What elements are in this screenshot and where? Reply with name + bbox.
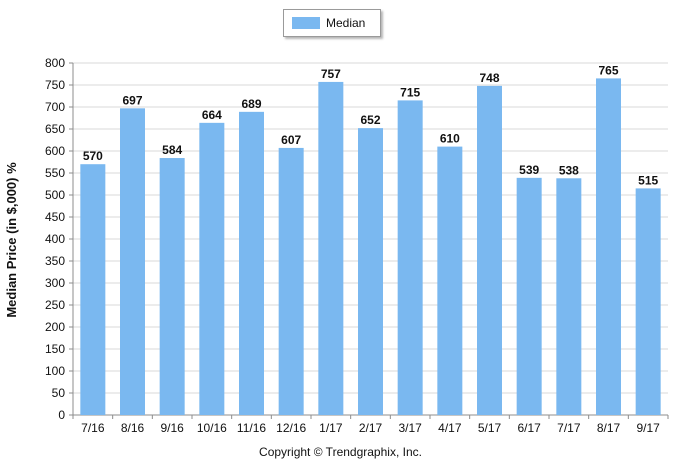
copyright-text: Copyright © Trendgraphix, Inc. xyxy=(259,445,422,459)
y-tick-label: 250 xyxy=(45,298,65,312)
y-tick-label: 350 xyxy=(45,254,65,268)
y-axis-label: Median Price (in $,000) % xyxy=(4,162,19,318)
bar xyxy=(358,128,383,415)
data-label: 689 xyxy=(241,97,261,111)
data-label: 748 xyxy=(479,71,499,85)
y-tick-label: 600 xyxy=(45,144,65,158)
bar xyxy=(516,177,542,415)
x-tick-label: 11/16 xyxy=(237,421,266,435)
y-tick-label: 550 xyxy=(45,166,65,180)
data-label: 515 xyxy=(638,173,658,187)
x-tick-label: 12/16 xyxy=(276,421,306,435)
legend-label: Median xyxy=(326,16,366,30)
x-tick-label: 10/16 xyxy=(197,421,227,435)
bar xyxy=(159,158,185,416)
bar xyxy=(80,164,106,415)
y-tick-label: 700 xyxy=(45,100,65,114)
data-label: 539 xyxy=(519,163,539,177)
bar xyxy=(239,111,264,415)
y-tick-label: 650 xyxy=(45,122,65,136)
data-label: 765 xyxy=(598,63,618,77)
x-tick-label: 4/17 xyxy=(438,421,462,435)
x-tick-label: 1/17 xyxy=(319,421,343,435)
bar xyxy=(397,100,423,416)
y-tick-label: 200 xyxy=(45,320,65,334)
data-label: 697 xyxy=(122,93,142,107)
bar xyxy=(556,178,582,415)
y-tick-label: 400 xyxy=(45,232,65,246)
y-tick-label: 150 xyxy=(45,342,65,356)
data-label: 538 xyxy=(559,163,579,177)
x-tick-label: 8/17 xyxy=(597,421,621,435)
data-label: 607 xyxy=(281,133,301,147)
legend: Median xyxy=(283,9,381,37)
legend-swatch xyxy=(292,17,320,29)
data-label: 664 xyxy=(202,108,222,122)
data-label: 757 xyxy=(321,67,341,81)
y-tick-label: 100 xyxy=(45,364,65,378)
bar xyxy=(120,108,145,415)
y-tick-label: 300 xyxy=(45,276,65,290)
bar xyxy=(437,146,463,415)
x-tick-label: 8/16 xyxy=(121,421,145,435)
bar xyxy=(635,188,661,415)
x-tick-label: 9/16 xyxy=(160,421,184,435)
x-tick-label: 5/17 xyxy=(478,421,502,435)
x-tick-label: 7/17 xyxy=(557,421,581,435)
x-tick-label: 7/16 xyxy=(81,421,105,435)
bar xyxy=(199,122,225,415)
x-tick-label: 3/17 xyxy=(398,421,422,435)
bar xyxy=(477,85,502,415)
x-tick-label: 6/17 xyxy=(517,421,541,435)
data-label: 584 xyxy=(162,143,182,157)
x-tick-label: 9/17 xyxy=(636,421,660,435)
data-label: 570 xyxy=(83,149,103,163)
data-label: 652 xyxy=(360,113,380,127)
bar xyxy=(318,81,344,416)
y-tick-label: 50 xyxy=(52,386,66,400)
bar xyxy=(596,78,621,416)
data-label: 610 xyxy=(440,132,460,146)
y-tick-label: 0 xyxy=(58,408,65,422)
bar xyxy=(278,147,304,416)
data-label: 715 xyxy=(400,85,420,99)
y-tick-label: 450 xyxy=(45,210,65,224)
y-tick-label: 750 xyxy=(45,78,65,92)
y-tick-label: 500 xyxy=(45,188,65,202)
y-tick-label: 800 xyxy=(45,56,65,70)
x-tick-label: 2/17 xyxy=(359,421,383,435)
